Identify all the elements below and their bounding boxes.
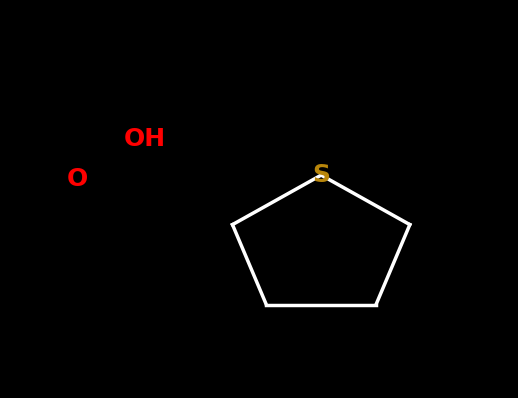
Text: OH: OH [124,127,166,151]
Text: O: O [67,167,89,191]
Text: S: S [312,163,330,187]
